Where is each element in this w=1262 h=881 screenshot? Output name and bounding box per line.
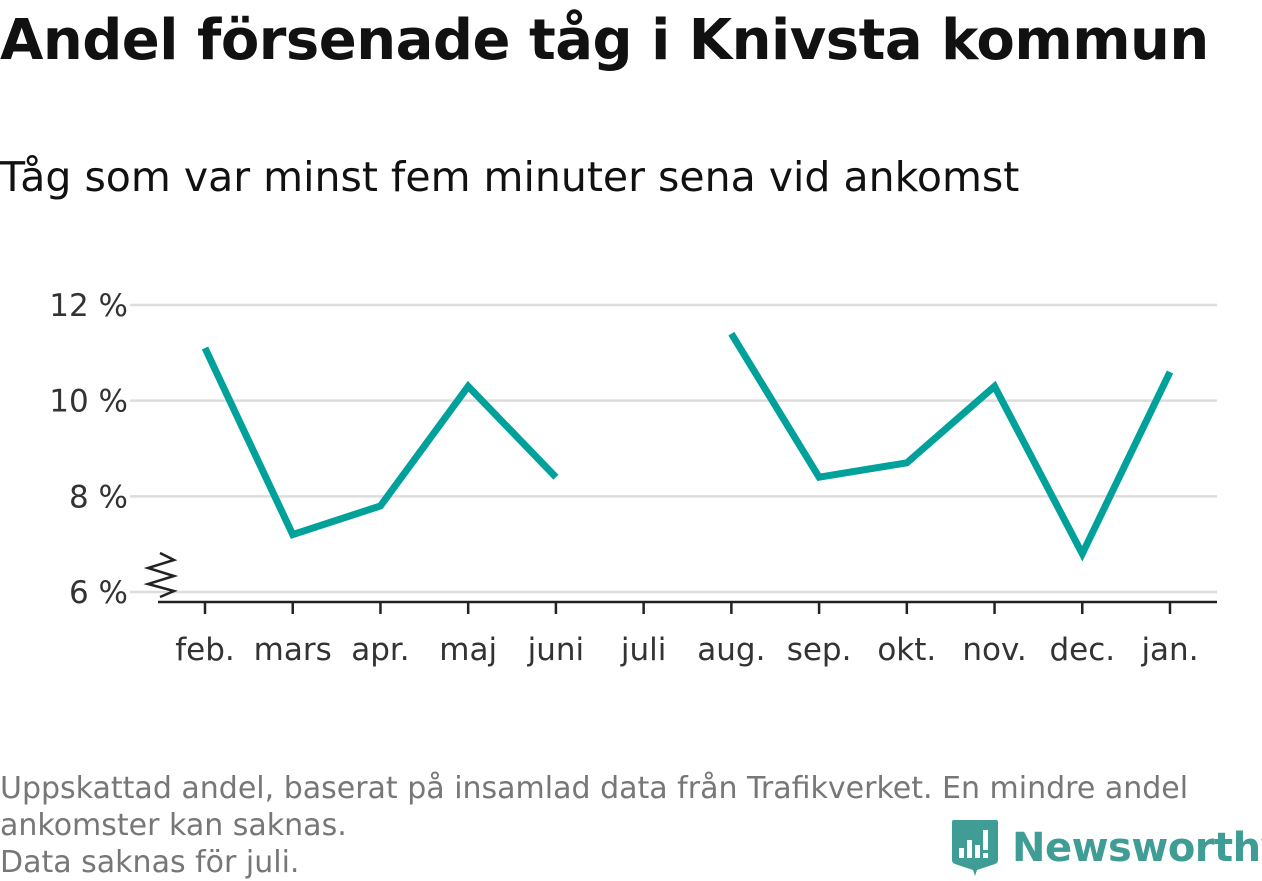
x-tick-label: maj (439, 632, 497, 668)
x-tick-label: juli (620, 632, 667, 668)
x-tick-label: apr. (351, 632, 409, 668)
chart-title: Andel försenade tåg i Knivsta kommun (0, 8, 1209, 73)
y-axis-ticks: 6 % 8 % 10 % 12 % (49, 288, 128, 611)
y-tick-label: 10 % (49, 384, 128, 420)
footer-line: ankomster kan saknas. (0, 808, 347, 843)
brand-logo: Newsworthy (950, 818, 1262, 878)
x-axis-ticks: feb. mars apr. maj juni juli aug. sep. okt. nov. d… (175, 602, 1199, 668)
chart-subtitle: Tåg som var minst fem minuter sena vid a… (0, 153, 1020, 201)
footer-note: Uppskattad andel, baserat på insamlad da… (0, 770, 1250, 881)
x-tick-label: juni (527, 632, 585, 668)
y-tick-label: 6 % (69, 575, 128, 611)
x-tick-label: dec. (1049, 632, 1115, 668)
x-tick-label: nov. (962, 632, 1026, 668)
y-tick-label: 8 % (69, 479, 128, 515)
newsworthy-logo-icon (952, 820, 998, 876)
series-lines (201, 331, 1174, 562)
series-line (201, 346, 559, 539)
y-tick-label: 12 % (49, 288, 128, 324)
x-tick-label: jan. (1140, 632, 1198, 668)
grid-lines (130, 303, 1217, 594)
x-tick-label: feb. (175, 632, 235, 668)
line-chart: 6 % 8 % 10 % 12 % feb. mars apr. maj juni juli au… (49, 288, 1217, 668)
brand-name: Newsworthy (1012, 825, 1262, 871)
footer-line: Uppskattad andel, baserat på insamlad da… (0, 771, 1189, 806)
footer-line: Data saknas för juli. (0, 845, 300, 880)
series-line (728, 331, 1174, 562)
x-tick-label: mars (254, 632, 332, 668)
x-tick-label: aug. (697, 632, 765, 668)
x-tick-label: okt. (877, 632, 936, 668)
axis-break-icon (143, 551, 179, 599)
x-tick-label: sep. (787, 632, 852, 668)
